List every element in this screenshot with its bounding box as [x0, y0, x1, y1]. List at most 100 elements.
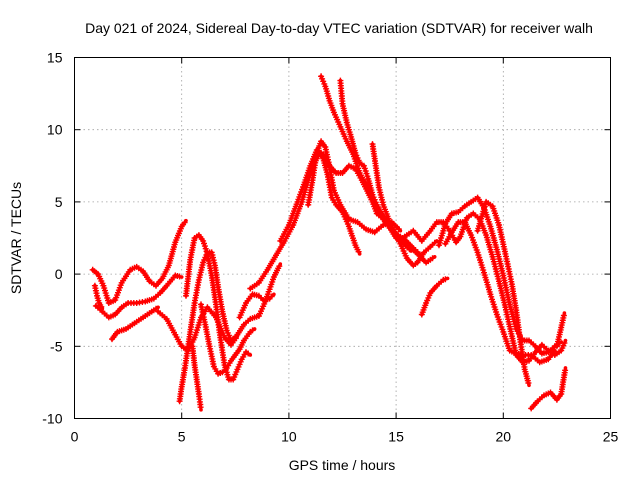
data-point: [94, 304, 98, 308]
data-point: [192, 363, 197, 367]
data-point: [518, 340, 523, 344]
data-point: [372, 156, 377, 161]
x-axis-label: GPS time / hours: [289, 457, 396, 473]
data-point: [147, 279, 152, 284]
data-point: [156, 309, 160, 314]
data-point: [533, 344, 538, 349]
grid: [74, 57, 611, 419]
data-point: [424, 301, 428, 305]
data-point: [495, 247, 499, 252]
data-point: [95, 293, 99, 298]
data-point: [402, 234, 407, 239]
data-point: [115, 330, 120, 334]
data-series-arc-17: [401, 210, 568, 366]
series-line: [319, 74, 422, 256]
data-point: [552, 348, 557, 353]
data-point: [555, 397, 559, 402]
data-point: [420, 239, 424, 243]
data-point: [495, 312, 499, 317]
data-point: [435, 220, 439, 224]
data-point: [488, 292, 493, 297]
y-axis-label: SDTVAR / TECUs: [8, 182, 24, 294]
data-point: [353, 243, 358, 248]
data-point: [229, 358, 233, 363]
data-point: [450, 211, 454, 216]
data-point: [357, 161, 362, 165]
data-point: [100, 309, 105, 314]
data-point: [357, 171, 362, 175]
data-point: [197, 392, 201, 396]
data-point: [110, 337, 114, 341]
data-point: [522, 367, 527, 372]
data-point: [242, 338, 246, 343]
data-point: [218, 335, 223, 340]
data-point: [559, 348, 563, 353]
data-point: [514, 308, 518, 313]
data-point: [497, 223, 501, 227]
data-point: [194, 377, 199, 382]
data-point: [364, 227, 368, 232]
data-point: [214, 302, 218, 307]
y-tick-label: 10: [47, 122, 63, 138]
data-point: [141, 315, 145, 320]
series-markers: [528, 367, 569, 412]
data-point: [462, 204, 467, 209]
series-line: [420, 276, 450, 317]
data-point: [443, 241, 448, 246]
data-point: [192, 301, 197, 305]
data-point: [411, 263, 416, 268]
data-point: [450, 230, 454, 235]
data-point: [222, 335, 227, 340]
data-point: [113, 312, 118, 317]
data-point: [197, 278, 201, 282]
y-tick-label: 0: [55, 266, 63, 282]
data-point: [559, 392, 563, 396]
data-point: [323, 84, 328, 89]
data-point: [454, 240, 458, 245]
data-point: [563, 366, 568, 370]
data-point: [244, 301, 248, 305]
data-point: [128, 267, 133, 272]
data-point: [555, 344, 559, 349]
axis-ticks: 0 5 10 15 20 25 -10 -5 0 5 10 15: [42, 50, 618, 445]
data-point: [435, 283, 439, 288]
x-tick-label: 25: [603, 429, 619, 445]
data-point: [375, 171, 379, 175]
data-point: [199, 408, 203, 412]
data-point: [224, 328, 229, 333]
data-point: [203, 322, 208, 327]
data-point: [190, 344, 195, 349]
data-point: [510, 334, 514, 338]
data-point: [90, 267, 95, 272]
data-point: [257, 314, 261, 318]
data-series-arc-23: [553, 311, 567, 350]
data-point: [93, 283, 97, 288]
data-point: [267, 296, 272, 301]
data-point: [113, 298, 118, 302]
data-series-arc-9: [198, 301, 257, 377]
data-point: [224, 366, 229, 370]
data-point: [220, 309, 225, 314]
data-point: [278, 239, 283, 243]
data-point: [227, 377, 231, 382]
data-point: [507, 348, 512, 353]
data-point: [197, 233, 201, 237]
data-point: [154, 283, 158, 288]
data-series-arc-13: [305, 138, 403, 236]
data-point: [422, 250, 426, 255]
data-point: [327, 99, 332, 103]
data-point: [527, 338, 531, 343]
data-point: [201, 260, 205, 265]
data-point: [563, 338, 568, 343]
data-point: [179, 384, 184, 389]
data-series-arc-16: [369, 141, 439, 269]
data-point: [216, 371, 220, 376]
data-point: [332, 110, 336, 115]
data-point: [375, 202, 379, 207]
data-point: [173, 332, 178, 337]
data-point: [415, 252, 420, 256]
data-series-arc-12: [277, 146, 413, 253]
data-point: [183, 366, 187, 370]
data-point: [428, 291, 433, 295]
